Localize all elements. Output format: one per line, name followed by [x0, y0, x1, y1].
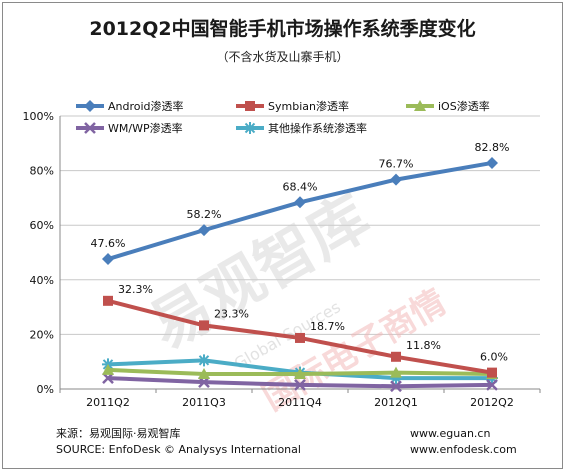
data-label: 23.3%	[214, 307, 249, 320]
data-point	[102, 363, 114, 375]
data-point	[390, 366, 402, 378]
data-point	[487, 367, 497, 378]
x-tick-label: 2011Q2	[86, 396, 130, 409]
legend-marker	[414, 100, 426, 111]
legend-marker	[245, 101, 255, 111]
data-label: 76.7%	[379, 158, 414, 171]
y-tick-label: 100%	[23, 110, 54, 123]
y-tick-label: 20%	[30, 328, 54, 341]
legend-marker	[84, 122, 96, 134]
footer-url-1: www.eguan.cn	[410, 427, 491, 440]
data-point	[295, 332, 305, 343]
footer-source-en: SOURCE: EnfoDesk © Analysys Internationa…	[56, 443, 301, 456]
data-label: 11.8%	[406, 339, 441, 352]
y-tick-label: 80%	[30, 165, 54, 178]
data-point	[391, 351, 401, 362]
legend-label: Android渗透率	[108, 99, 184, 113]
data-point	[199, 320, 209, 331]
x-tick-label: 2012Q1	[374, 396, 418, 409]
data-point	[486, 156, 498, 169]
y-tick-label: 0%	[37, 383, 54, 396]
data-point	[198, 224, 210, 237]
footer-source: 来源：易观国际·易观智库 SOURCE: EnfoDesk © Analysys…	[56, 426, 301, 458]
y-tick-label: 60%	[30, 219, 54, 232]
chart-title: 2012Q2中国智能手机市场操作系统季度变化	[89, 18, 476, 40]
data-point	[486, 379, 498, 391]
x-tick-label: 2012Q2	[470, 396, 514, 409]
data-point	[390, 173, 402, 186]
data-point	[198, 354, 210, 367]
legend-marker	[244, 122, 256, 134]
x-tick-label: 2011Q4	[278, 396, 322, 409]
chart-subtitle: （不含水货及山寨手机）	[216, 50, 349, 64]
data-point	[198, 367, 210, 379]
data-point	[390, 380, 402, 393]
data-label: 47.6%	[91, 237, 126, 250]
legend-label: 其他操作系统渗透率	[268, 121, 367, 135]
data-label: 18.7%	[310, 320, 345, 333]
data-label: 58.2%	[187, 208, 222, 221]
x-tick-label: 2011Q3	[182, 396, 226, 409]
legend-marker	[84, 100, 96, 112]
data-label: 32.3%	[118, 283, 153, 296]
data-point	[390, 372, 402, 385]
data-point	[294, 379, 306, 391]
data-label: 82.8%	[475, 141, 510, 154]
legend-label: Symbian渗透率	[268, 99, 349, 113]
data-point	[102, 253, 114, 266]
footer-source-cn: 来源：易观国际·易观智库	[56, 427, 181, 440]
data-label: 68.4%	[283, 180, 318, 193]
legend-label: WM/WP渗透率	[108, 121, 183, 135]
data-point	[294, 367, 306, 379]
y-tick-label: 40%	[30, 274, 54, 287]
legend-label: iOS渗透率	[438, 99, 490, 113]
data-label: 6.0%	[480, 351, 508, 364]
data-point	[103, 295, 113, 306]
footer-url-2: www.enfodesk.com	[410, 443, 517, 456]
footer-urls: www.eguan.cn www.enfodesk.com	[410, 426, 517, 458]
data-point	[294, 196, 306, 209]
